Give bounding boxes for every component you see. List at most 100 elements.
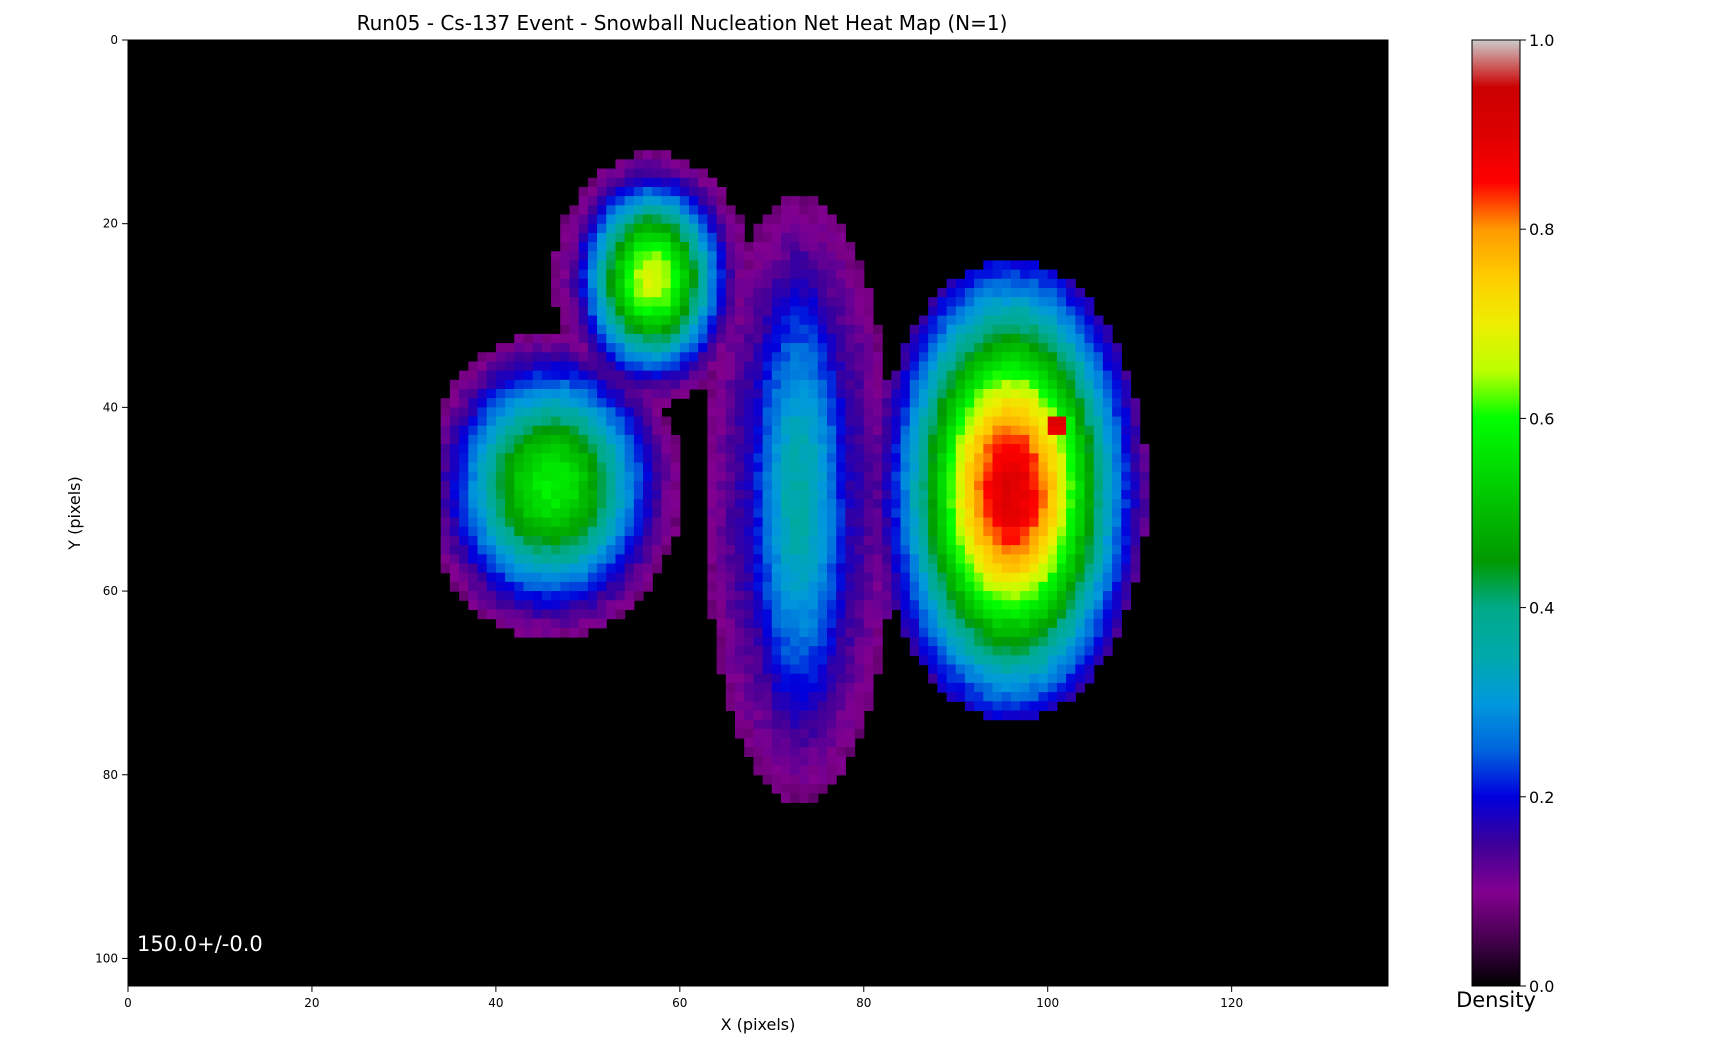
heatmap-cell (955, 389, 966, 399)
heatmap-cell (532, 545, 543, 555)
heatmap-cell (771, 453, 782, 464)
heatmap-cell (918, 315, 929, 326)
heatmap-cell (780, 205, 791, 216)
heatmap-cell (1084, 526, 1095, 537)
heatmap-cell (707, 251, 718, 262)
heatmap-cell (780, 333, 791, 344)
heatmap-cell (624, 306, 635, 317)
heatmap-cell (486, 609, 497, 620)
heatmap-cell (523, 572, 534, 583)
heatmap-cell (992, 453, 1003, 464)
heatmap-cell (716, 453, 727, 464)
heatmap-cell (440, 554, 451, 565)
heatmap-cell (1112, 627, 1122, 638)
heatmap-cell (698, 168, 709, 179)
heatmap-cell (606, 490, 617, 500)
heatmap-cell (771, 636, 782, 647)
heatmap-cell (909, 343, 920, 353)
heatmap-cell (1047, 453, 1058, 464)
heatmap-cell (1020, 453, 1030, 464)
heatmap-cell (854, 462, 865, 473)
heatmap-cell (643, 150, 653, 160)
heatmap-cell (569, 563, 580, 574)
heatmap-cell (523, 398, 534, 408)
heatmap-cell (679, 333, 690, 344)
heatmap-cell (946, 664, 957, 675)
heatmap-cell (845, 728, 856, 739)
heatmap-cell (992, 278, 1003, 289)
heatmap-cell (624, 159, 635, 170)
heatmap-cell (799, 774, 810, 785)
heatmap-cell (744, 508, 754, 519)
heatmap-cell (661, 278, 672, 289)
heatmap-cell (1066, 636, 1076, 647)
heatmap-cell (974, 526, 984, 537)
heatmap-cell (459, 572, 469, 583)
heatmap-cell (633, 306, 644, 317)
heatmap-cell (1047, 627, 1058, 638)
heatmap-cell (689, 223, 699, 234)
heatmap-cell (1093, 618, 1104, 629)
heatmap-cell (606, 287, 617, 298)
heatmap-cell (459, 370, 469, 381)
heatmap-cell (790, 499, 800, 509)
heatmap-cell (983, 655, 994, 666)
heatmap-cell (689, 306, 699, 317)
heatmap-cell (459, 480, 469, 491)
heatmap-cell (560, 306, 571, 317)
heatmap-cell (1056, 361, 1067, 372)
heatmap-cell (597, 297, 607, 307)
heatmap-cell (909, 444, 920, 454)
heatmap-cell (992, 444, 1003, 454)
heatmap-cell (725, 627, 736, 638)
heatmap-cell (1139, 526, 1150, 537)
heatmap-cell (532, 535, 543, 546)
heatmap-cell (808, 627, 819, 638)
heatmap-cell (900, 389, 911, 399)
heatmap-cell (514, 526, 525, 537)
heatmap-cell (1084, 453, 1095, 464)
heatmap-cell (854, 591, 865, 601)
heatmap-cell (652, 361, 663, 372)
heatmap-cell (661, 260, 672, 271)
heatmap-cell (900, 425, 911, 436)
heatmap-cell (615, 260, 626, 271)
heatmap-cell (597, 324, 607, 335)
heatmap-cell (670, 232, 681, 243)
heatmap-cell (992, 535, 1003, 546)
heatmap-cell (495, 462, 506, 473)
heatmap-cell (790, 692, 800, 702)
heatmap-cell (882, 517, 892, 528)
heatmap-cell (1112, 398, 1122, 408)
heatmap-cell (799, 333, 810, 344)
heatmap-cell (946, 352, 957, 363)
heatmap-cell (551, 499, 561, 509)
heatmap-cell (541, 352, 552, 363)
heatmap-cell (735, 297, 745, 307)
heatmap-cell (918, 636, 929, 647)
heatmap-cell (606, 232, 617, 243)
heatmap-cell (560, 343, 571, 353)
heatmap-cell (440, 462, 451, 473)
heatmap-cell (606, 499, 617, 509)
heatmap-cell (606, 370, 617, 381)
heatmap-cell (826, 425, 837, 436)
heatmap-cell (854, 333, 865, 344)
heatmap-cell (725, 563, 736, 574)
heatmap-cell (983, 352, 994, 363)
heatmap-cell (541, 398, 552, 408)
heatmap-cell (836, 398, 846, 408)
heatmap-cell (826, 747, 837, 757)
heatmap-cell (891, 526, 902, 537)
heatmap-cell (707, 315, 718, 326)
heatmap-cell (1075, 517, 1086, 528)
heatmap-cell (505, 425, 515, 436)
heatmap-cell (440, 490, 451, 500)
heatmap-cell (523, 352, 534, 363)
heatmap-cell (1047, 278, 1058, 289)
heatmap-cell (597, 223, 607, 234)
heatmap-cell (836, 389, 846, 399)
heatmap-cell (1066, 361, 1076, 372)
heatmap-cell (790, 563, 800, 574)
heatmap-cell (753, 554, 764, 565)
